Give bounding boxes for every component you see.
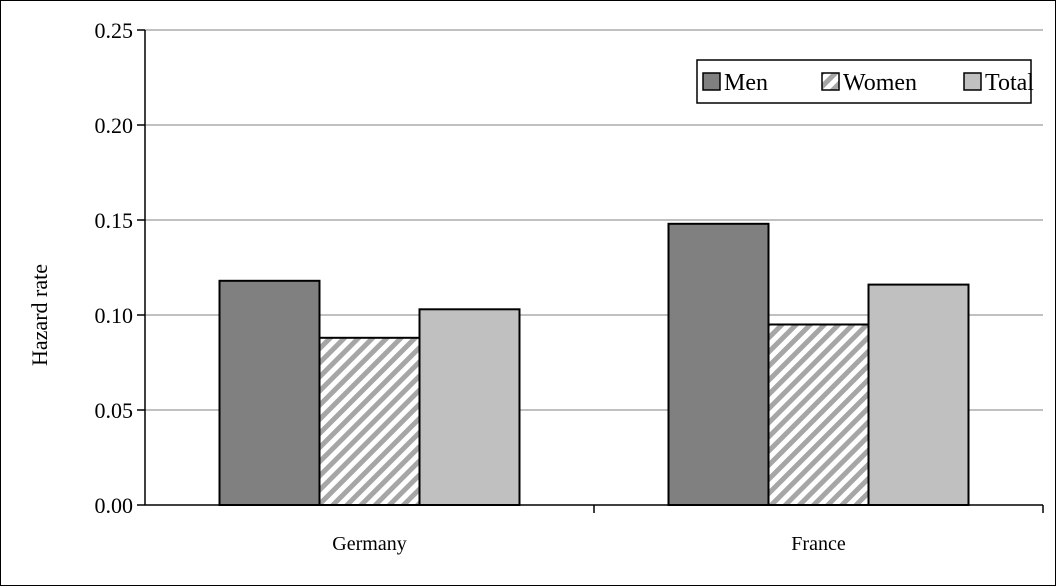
bars xyxy=(218,222,970,507)
legend-swatch-total xyxy=(963,72,982,91)
legend-swatch-men xyxy=(702,72,721,91)
bar-men-germany xyxy=(218,279,321,506)
legend-label-total: Total xyxy=(985,70,1034,96)
y-tick-label: 0.00 xyxy=(95,493,134,518)
x-tick-label: France xyxy=(791,533,846,555)
bar-women-france xyxy=(767,323,870,506)
bar-men-france xyxy=(667,222,770,507)
tick-labels: 0.00 0.05 0.10 0.15 0.20 0.25 Germany France xyxy=(95,18,846,555)
y-tick-label: 0.10 xyxy=(95,303,134,328)
bar-total-france xyxy=(867,283,970,506)
legend-swatch-women xyxy=(821,72,840,91)
y-tick-label: 0.25 xyxy=(95,18,134,43)
bar-total-germany xyxy=(418,308,521,506)
y-tick-label: 0.05 xyxy=(95,398,134,423)
legend: Men Women Total xyxy=(696,59,1034,104)
legend-label-men: Men xyxy=(724,70,768,96)
y-tick-label: 0.15 xyxy=(95,208,134,233)
y-axis-label: Hazard rate xyxy=(27,264,52,366)
bar-women-germany xyxy=(318,336,421,506)
y-tick-label: 0.20 xyxy=(95,113,134,138)
x-tick-label: Germany xyxy=(332,533,406,555)
legend-label-women: Women xyxy=(843,70,917,96)
